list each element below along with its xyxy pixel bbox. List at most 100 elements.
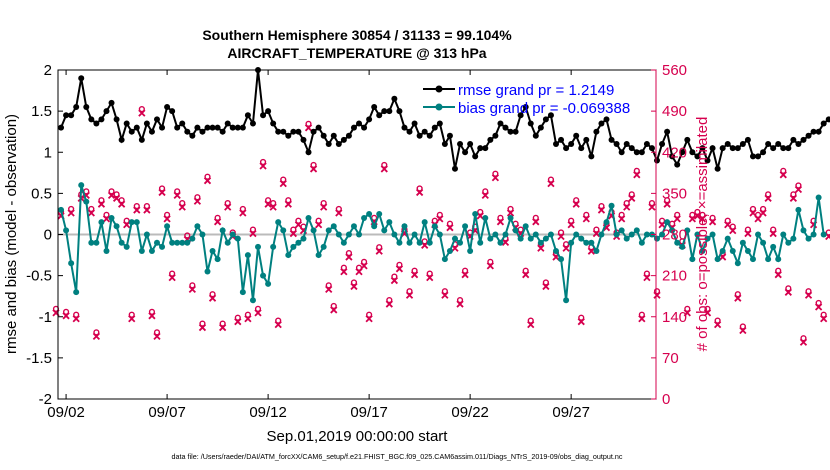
bias-point [507, 215, 514, 222]
bias-point [356, 231, 363, 238]
rmse-point [744, 136, 751, 143]
right-tick-label: 420 [662, 144, 687, 161]
rmse-point [436, 120, 443, 127]
obs-count-point [314, 217, 323, 229]
bias-point [335, 231, 342, 238]
obs-count-point [481, 188, 489, 200]
bias-point [714, 256, 721, 263]
right-tick-label: 210 [662, 268, 687, 285]
rmse-point [98, 116, 105, 123]
obs-count-point [213, 214, 222, 226]
bias-point [755, 231, 762, 238]
bias-point [295, 239, 302, 246]
rmse-point [603, 116, 610, 123]
bias-point [790, 235, 797, 242]
rmse-point [659, 141, 666, 148]
obs-count-point [123, 217, 131, 229]
bias-point [568, 239, 575, 246]
rmse-point [674, 161, 681, 168]
rmse-point [537, 124, 544, 131]
bias-point [350, 223, 357, 230]
rmse-point [396, 108, 403, 115]
rmse-point [502, 124, 509, 131]
bias-point [669, 227, 676, 234]
obs-count-point [673, 211, 681, 223]
rmse-point [441, 141, 448, 148]
rmse-point [770, 145, 777, 152]
rmse-point [815, 128, 822, 135]
rmse-point [689, 149, 696, 156]
obs-count-point [244, 311, 252, 323]
rmse-point [451, 165, 458, 172]
obs-count-point [128, 311, 136, 323]
rmse-point [103, 108, 110, 115]
bias-point [552, 247, 559, 254]
obs-count-point [345, 249, 353, 261]
obs-count-point [597, 202, 606, 214]
x-tick-label: 09/22 [451, 404, 489, 421]
bias-point [315, 252, 322, 259]
bias-point [638, 239, 645, 246]
obs-count-point [304, 120, 313, 132]
left-axis: 2 1.5 1 0.5 0 -0.5 -1 -1.5 -2 [26, 62, 63, 408]
rmse-series [58, 67, 830, 172]
bias-point [573, 231, 580, 238]
rmse-point [138, 136, 145, 143]
obs-count-point [375, 244, 383, 255]
rmse-point [431, 124, 438, 131]
obs-count-point [628, 191, 636, 202]
bias-point [462, 223, 469, 230]
bias-point [310, 227, 317, 234]
rmse-point [547, 112, 554, 119]
rmse-point [654, 157, 661, 164]
bias-point [618, 227, 625, 234]
obs-count-point [486, 258, 494, 270]
obs-count-point [794, 182, 803, 194]
bias-point [265, 280, 272, 287]
rmse-point [78, 75, 85, 82]
rmse-point [159, 124, 166, 131]
obs-count-point [663, 197, 671, 208]
obs-count-point [638, 311, 646, 323]
bias-point [371, 223, 378, 230]
rmse-point [749, 153, 756, 160]
bias-point [244, 252, 251, 259]
rmse-point [325, 141, 332, 148]
rmse-point [416, 132, 423, 139]
obs-count-point [102, 211, 111, 223]
bias-point [588, 239, 595, 246]
obs-count-point [527, 317, 535, 329]
right-axis-label: # of obs: o=possible; ×=assimilated [694, 117, 711, 352]
obs-count-point [208, 291, 217, 302]
obs-count-point [410, 267, 419, 279]
left-tick-label: -2 [39, 391, 52, 408]
bias-point [255, 243, 262, 250]
obs-count-point [562, 241, 570, 252]
rmse-point [58, 124, 65, 131]
data-file-footnote: data file: /Users/raeder/DAI/ATM_forcXX/… [172, 452, 623, 461]
bias-point [598, 231, 605, 238]
obs-count-point [203, 173, 212, 185]
rmse-point [820, 120, 827, 127]
rmse-point [280, 128, 287, 135]
rmse-point [153, 116, 160, 123]
bias-point [290, 243, 297, 250]
bias-point [325, 227, 332, 234]
obs-count-point [446, 220, 454, 232]
bias-point [376, 210, 383, 217]
rmse-point [472, 153, 479, 160]
obs-count-point [703, 305, 712, 317]
right-tick-label: 140 [662, 309, 687, 326]
rmse-point [467, 141, 474, 148]
bias-point [613, 231, 620, 238]
rmse-point [593, 128, 600, 135]
bias-point [795, 206, 802, 213]
rmse-point [68, 112, 75, 119]
bias-point [204, 268, 211, 275]
obs-count-point [567, 217, 575, 229]
obs-count-point [456, 296, 464, 308]
bias-point [169, 239, 176, 246]
bias-point [487, 235, 494, 242]
obs-count-point [259, 158, 267, 170]
bias-point [699, 247, 706, 254]
